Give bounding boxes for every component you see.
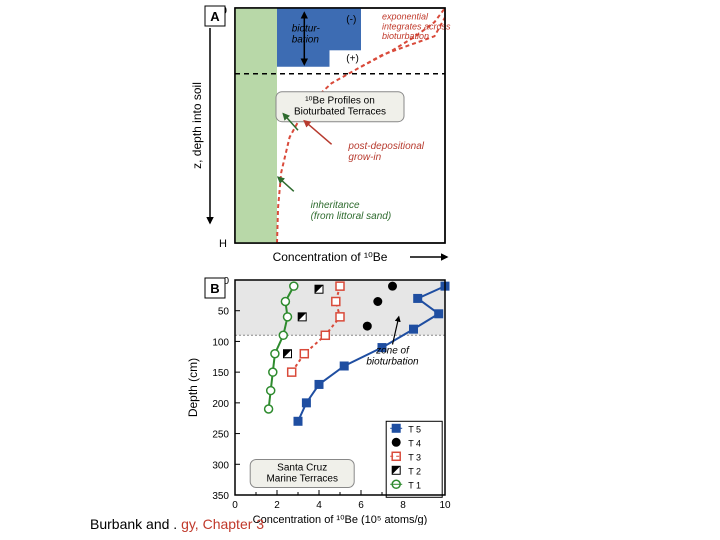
source-caption: Burbank and . gy, Chapter 3 bbox=[90, 516, 264, 532]
svg-text:T 5: T 5 bbox=[408, 424, 421, 434]
svg-text:200: 200 bbox=[212, 399, 229, 410]
svg-text:8: 8 bbox=[400, 500, 406, 511]
svg-text:10: 10 bbox=[439, 500, 451, 511]
figure-stack: (-)(+)biotur-bationexponentialintegrates… bbox=[180, 0, 480, 540]
svg-text:T 4: T 4 bbox=[408, 438, 421, 448]
svg-text:250: 250 bbox=[212, 430, 229, 441]
svg-text:4: 4 bbox=[316, 500, 322, 511]
svg-text:Concentration of ¹⁰Be: Concentration of ¹⁰Be bbox=[273, 250, 388, 264]
svg-text:A: A bbox=[210, 9, 220, 24]
caption-left: Burbank and . bbox=[90, 516, 177, 532]
svg-text:100: 100 bbox=[212, 337, 229, 348]
svg-text:150: 150 bbox=[212, 368, 229, 379]
svg-text:300: 300 bbox=[212, 460, 229, 471]
svg-text:H: H bbox=[219, 238, 227, 250]
page: (-)(+)biotur-bationexponentialintegrates… bbox=[0, 0, 720, 540]
svg-text:¹⁰Be Profiles onBioturbated Te: ¹⁰Be Profiles onBioturbated Terraces bbox=[294, 96, 386, 118]
svg-text:T 2: T 2 bbox=[408, 466, 421, 476]
svg-text:z, depth into soil: z, depth into soil bbox=[190, 82, 204, 169]
svg-text:0: 0 bbox=[232, 500, 238, 511]
svg-text:Concentration of ¹⁰Be (10⁵ ato: Concentration of ¹⁰Be (10⁵ atoms/g) bbox=[253, 514, 428, 525]
figure-svg: (-)(+)biotur-bationexponentialintegrates… bbox=[180, 0, 480, 525]
svg-text:2: 2 bbox=[274, 500, 280, 511]
svg-text:T 3: T 3 bbox=[408, 452, 421, 462]
svg-text:350: 350 bbox=[212, 491, 229, 502]
caption-right: gy, Chapter 3 bbox=[181, 516, 264, 532]
svg-text:biotur-bation: biotur-bation bbox=[292, 24, 321, 46]
svg-text:Depth (cm): Depth (cm) bbox=[186, 358, 200, 417]
svg-text:B: B bbox=[210, 281, 219, 296]
svg-text:(+): (+) bbox=[346, 53, 359, 64]
svg-text:(-): (-) bbox=[346, 15, 356, 26]
svg-text:T 1: T 1 bbox=[408, 480, 421, 490]
svg-text:6: 6 bbox=[358, 500, 364, 511]
svg-text:50: 50 bbox=[218, 307, 230, 318]
